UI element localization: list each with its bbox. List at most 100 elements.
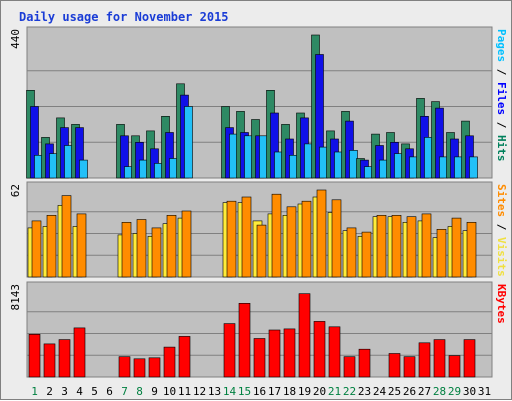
bar-kbytes-day-26 [403,356,416,378]
bar-sites-day-8 [136,219,147,278]
x-tick-day-7: 7 [121,385,128,398]
x-tick-day-13: 13 [208,385,221,398]
bar-sites-day-1 [31,220,42,278]
axis-label-segment: Visits [495,237,508,277]
axis-label: KBytes [495,284,508,324]
x-tick-day-27: 27 [418,385,431,398]
x-tick-day-1: 1 [31,385,38,398]
bar-kbytes-day-18 [283,328,296,378]
bar-sites-day-30 [466,222,477,278]
x-tick-day-3: 3 [61,385,68,398]
x-tick-day-30: 30 [463,385,476,398]
axis-label-segment: Hits [495,135,508,162]
bar-sites-day-23 [361,231,372,278]
bar-sites-day-25 [391,215,402,278]
ytick-label: 8143 [9,284,22,311]
bar-kbytes-day-7 [118,356,131,378]
x-tick-day-4: 4 [76,385,83,398]
bar-kbytes-day-17 [268,329,281,378]
x-tick-day-18: 18 [283,385,296,398]
bar-sites-day-3 [61,195,72,278]
bar-sites-day-14 [226,200,237,278]
panel-kbytes: 8143 KBytes [9,281,508,378]
bar-sites-day-7 [121,222,132,278]
bar-pages-day-30 [469,156,478,179]
axis-label-segment: / [495,217,508,237]
bar-sites-day-21 [331,199,342,278]
x-tick-day-10: 10 [163,385,176,398]
x-tick-day-20: 20 [313,385,326,398]
x-tick-day-16: 16 [253,385,266,398]
bar-sites-day-18 [286,206,297,278]
bar-sites-day-4 [76,213,87,278]
axis-label-segment: / [495,62,508,82]
bar-sites-day-28 [436,229,447,278]
bar-sites-day-16 [256,224,267,278]
bar-sites-day-10 [166,215,177,278]
axis-label-segment: Files [495,82,508,115]
x-tick-day-8: 8 [136,385,143,398]
x-tick-day-31: 31 [478,385,491,398]
bar-sites-day-17 [271,193,282,278]
x-tick-day-12: 12 [193,385,206,398]
bar-kbytes-day-29 [448,355,461,378]
bar-kbytes-day-1 [28,333,41,378]
axis-label: Pages / Files / Hits [495,29,508,162]
bar-kbytes-day-10 [163,346,176,378]
ytick-label: 440 [9,29,22,49]
bar-pages-day-4 [79,159,88,179]
x-tick-day-29: 29 [448,385,461,398]
chart-title: Daily usage for November 2015 [19,10,229,24]
bar-sites-day-27 [421,213,432,278]
bar-kbytes-day-4 [73,327,86,378]
x-tick-day-14: 14 [223,385,237,398]
bar-kbytes-day-9 [148,357,161,378]
panel-hits-files-pages: 440 Pages / Files / Hits [9,26,508,179]
bar-kbytes-day-22 [343,356,356,378]
bar-sites-day-24 [376,215,387,278]
bar-kbytes-day-19 [298,293,311,378]
bar-sites-day-9 [151,227,162,278]
x-tick-day-19: 19 [298,385,311,398]
bar-kbytes-day-11 [178,336,191,378]
bar-kbytes-day-14 [223,323,236,378]
x-tick-day-23: 23 [358,385,371,398]
bar-kbytes-day-30 [463,339,476,378]
bar-kbytes-day-27 [418,342,431,378]
x-tick-day-6: 6 [106,385,113,398]
bar-kbytes-day-23 [358,348,371,378]
bar-kbytes-day-16 [253,338,266,378]
x-tick-day-25: 25 [388,385,401,398]
bar-sites-day-29 [451,217,462,278]
x-tick-day-9: 9 [151,385,158,398]
x-tick-day-15: 15 [238,385,251,398]
bar-sites-day-19 [301,200,312,278]
x-axis: 1 2 3 4 5 6 7 8 9 10 11 12 13 14 15 16 17 18 19 20 21 22 23 24 2… [31,385,491,398]
bar-kbytes-day-2 [43,343,56,378]
ytick-label: 62 [9,184,22,197]
bar-kbytes-day-28 [433,339,446,378]
axis-label-segment: KBytes [495,284,508,324]
axis-label-segment: Pages [495,29,508,62]
bar-kbytes-day-8 [133,358,146,378]
bar-sites-day-26 [406,216,417,278]
chart-panels: 440 Pages / Files / Hits 62 Sites / Visits 8… [9,26,508,378]
x-tick-day-11: 11 [178,385,191,398]
bar-kbytes-day-21 [328,326,341,378]
bar-kbytes-day-20 [313,321,326,378]
x-tick-day-2: 2 [46,385,53,398]
axis-label: Sites / Visits [495,184,508,277]
x-tick-day-24: 24 [373,385,387,398]
bar-sites-day-22 [346,227,357,278]
bar-sites-day-15 [241,196,252,278]
bar-pages-day-11 [184,106,193,179]
panel-visits-sites: 62 Sites / Visits [9,181,508,278]
bar-kbytes-day-25 [388,353,401,378]
bar-kbytes-day-3 [58,339,71,378]
axis-label-segment: / [495,115,508,135]
bar-sites-day-2 [46,215,57,278]
x-tick-day-21: 21 [328,385,341,398]
x-tick-day-28: 28 [433,385,446,398]
